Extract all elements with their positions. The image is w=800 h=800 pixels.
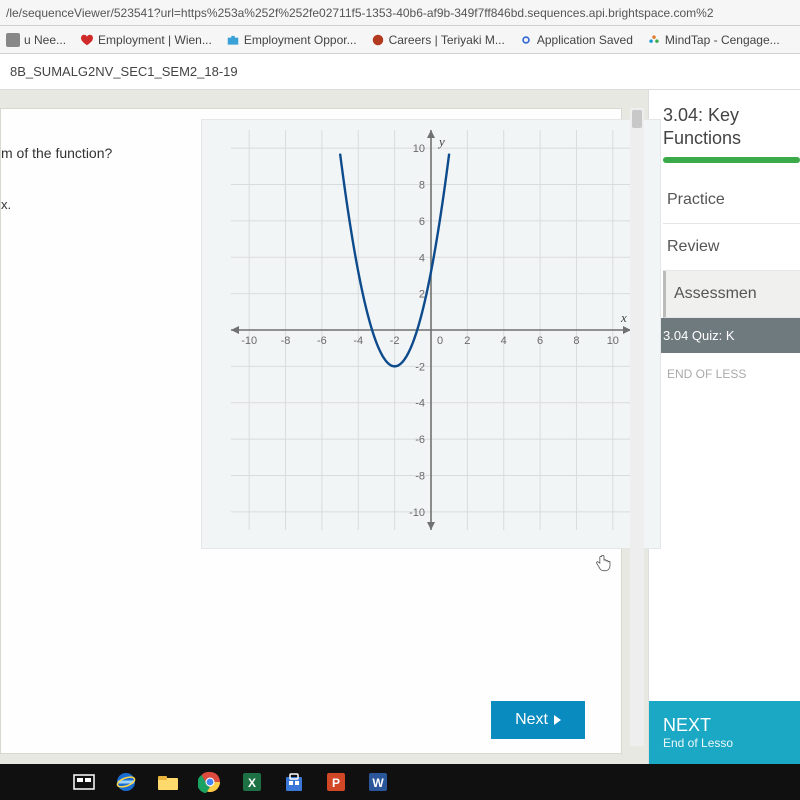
excel-icon[interactable]: X xyxy=(238,770,266,794)
end-of-lesson-label: END OF LESS xyxy=(663,353,800,381)
play-icon xyxy=(554,715,561,725)
lesson-title: 3.04: Key Functions xyxy=(663,104,800,149)
svg-text:0: 0 xyxy=(437,335,443,347)
svg-text:4: 4 xyxy=(419,252,425,264)
function-graph: -10-8-6-4-20246810-10-8-6-4-2246810xy xyxy=(201,119,661,549)
bookmark-label: Careers | Teriyaki M... xyxy=(389,33,505,47)
sidebar-subitem-label: 3.04 Quiz: K xyxy=(663,328,735,343)
svg-text:10: 10 xyxy=(607,335,619,347)
svg-text:6: 6 xyxy=(419,216,425,228)
svg-text:-6: -6 xyxy=(317,335,327,347)
explorer-icon[interactable] xyxy=(154,770,182,794)
question-text: m of the function? xyxy=(1,145,112,161)
svg-text:W: W xyxy=(372,776,384,790)
bookmark-label: Application Saved xyxy=(537,33,633,47)
content-wrap: m of the function? x. -10 -8 -6 -4 -2 0 2 4 6 8 10… xyxy=(0,90,800,764)
svg-text:-10: -10 xyxy=(409,507,425,519)
svg-text:P: P xyxy=(332,776,340,790)
bookmark-label: Employment | Wien... xyxy=(98,33,212,47)
course-header: 8B_SUMALG2NV_SEC1_SEM2_18-19 xyxy=(0,54,800,90)
bookmark-item[interactable]: u Nee... xyxy=(6,33,66,47)
svg-text:8: 8 xyxy=(419,180,425,192)
lesson-title-line2: Functions xyxy=(663,128,741,148)
chrome-icon[interactable] xyxy=(196,770,224,794)
bookmarks-bar: u Nee... Employment | Wien... Employment… xyxy=(0,26,800,54)
url-text: /le/sequenceViewer/523541?url=https%253a… xyxy=(6,6,714,20)
sidebar-subitem-quiz[interactable]: 3.04 Quiz: K xyxy=(649,318,800,353)
bookmark-label: u Nee... xyxy=(24,33,66,47)
quiz-card: m of the function? x. -10 -8 -6 -4 -2 0 2 4 6 8 10… xyxy=(0,108,622,754)
side-next-button[interactable]: NEXT End of Lesso xyxy=(649,701,800,764)
sidebar-item-review[interactable]: Review xyxy=(663,224,800,271)
sidebar-item-label: Review xyxy=(667,238,719,255)
svg-text:-8: -8 xyxy=(415,470,425,482)
globe-icon xyxy=(371,33,385,47)
svg-text:2: 2 xyxy=(419,289,425,301)
svg-text:2: 2 xyxy=(464,335,470,347)
word-icon[interactable]: W xyxy=(364,770,392,794)
flower-icon xyxy=(647,33,661,47)
bookmark-item[interactable]: MindTap - Cengage... xyxy=(647,33,780,47)
side-panel: 3.04: Key Functions Practice Review Asse… xyxy=(648,90,800,764)
sidebar-item-label: Practice xyxy=(667,191,725,208)
bookmark-item[interactable]: Careers | Teriyaki M... xyxy=(371,33,505,47)
powerpoint-icon[interactable]: P xyxy=(322,770,350,794)
svg-text:X: X xyxy=(248,776,256,790)
lesson-title-line1: 3.04: Key xyxy=(663,105,739,125)
svg-text:-4: -4 xyxy=(353,335,363,347)
main-panel: m of the function? x. -10 -8 -6 -4 -2 0 2 4 6 8 10… xyxy=(0,100,648,754)
next-button[interactable]: Next xyxy=(491,701,585,739)
svg-text:x: x xyxy=(620,310,627,325)
taskbar: X P W xyxy=(0,764,800,800)
svg-text:-6: -6 xyxy=(415,434,425,446)
sidebar-item-practice[interactable]: Practice xyxy=(663,177,800,224)
bookmark-item[interactable]: Application Saved xyxy=(519,33,633,47)
side-next-label: NEXT xyxy=(663,715,800,736)
answer-option[interactable]: x. xyxy=(1,197,11,212)
scrollbar-thumb[interactable] xyxy=(632,110,642,128)
ie-icon[interactable] xyxy=(112,770,140,794)
svg-text:y: y xyxy=(437,134,445,149)
svg-text:-2: -2 xyxy=(390,335,400,347)
svg-text:-10: -10 xyxy=(241,335,257,347)
svg-text:4: 4 xyxy=(501,335,507,347)
progress-bar xyxy=(663,157,800,163)
store-icon[interactable] xyxy=(280,770,308,794)
svg-text:-2: -2 xyxy=(415,361,425,373)
briefcase-icon xyxy=(226,33,240,47)
svg-text:10: 10 xyxy=(413,143,425,155)
sidebar-item-assessment[interactable]: Assessmen xyxy=(663,271,800,318)
heart-icon xyxy=(80,33,94,47)
svg-text:-4: -4 xyxy=(415,398,425,410)
next-button-label: Next xyxy=(515,711,548,729)
svg-text:8: 8 xyxy=(573,335,579,347)
scrollbar[interactable] xyxy=(630,108,644,746)
svg-text:-8: -8 xyxy=(281,335,291,347)
url-bar[interactable]: /le/sequenceViewer/523541?url=https%253a… xyxy=(0,0,800,26)
bookmark-item[interactable]: Employment Oppor... xyxy=(226,33,357,47)
bookmark-label: MindTap - Cengage... xyxy=(665,33,780,47)
bookmark-label: Employment Oppor... xyxy=(244,33,357,47)
progress-fill xyxy=(663,157,800,163)
svg-text:6: 6 xyxy=(537,335,543,347)
bookmark-icon xyxy=(6,33,20,47)
sidebar-item-label: Assessmen xyxy=(674,285,757,302)
taskview-icon[interactable] xyxy=(70,770,98,794)
side-next-sub: End of Lesso xyxy=(663,736,800,750)
bookmark-item[interactable]: Employment | Wien... xyxy=(80,33,212,47)
gear-icon xyxy=(519,33,533,47)
course-title: 8B_SUMALG2NV_SEC1_SEM2_18-19 xyxy=(10,64,238,79)
